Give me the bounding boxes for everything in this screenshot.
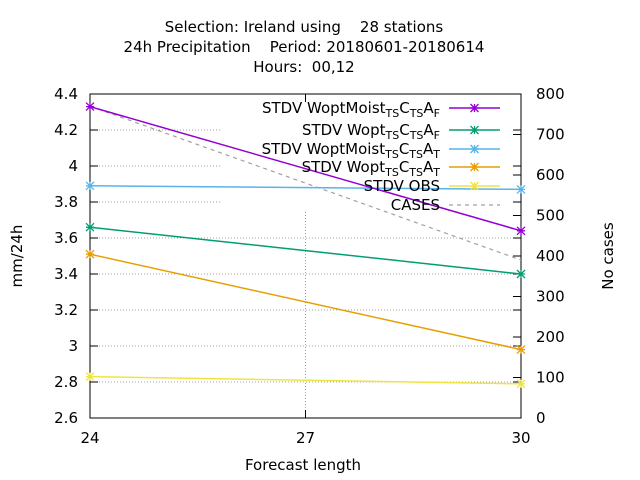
- series-2-point-1: [516, 184, 526, 194]
- y-tick-label: 2.6: [54, 409, 78, 427]
- y-tick-label: 4.4: [54, 85, 78, 103]
- legend-subscript: F: [434, 129, 440, 142]
- x-tick-label: 27: [296, 429, 315, 447]
- series-0-point-0: [85, 102, 95, 112]
- series-line-0: [89, 105, 522, 232]
- legend-label-5: CASES: [391, 196, 440, 214]
- legend-label-0: STDV WoptMoistTSCTSAF: [262, 99, 440, 120]
- series-line-3: [89, 253, 522, 351]
- y-tick-label: 3: [68, 337, 78, 355]
- chart-title: Selection: Ireland using 28 stations 24h…: [124, 18, 485, 76]
- y2-tick-label: 400: [536, 247, 565, 265]
- legend-subscript: T: [432, 166, 440, 179]
- series-3-point-0: [85, 249, 95, 259]
- legend-marker-1: [470, 125, 479, 135]
- legend-label-3: STDV WoptTSCTSAT: [302, 158, 441, 179]
- series-0-point-1: [516, 226, 526, 236]
- legend-subscript: TS: [408, 148, 423, 161]
- legend-marker-2: [470, 144, 479, 154]
- y-axis-label: mm/24h: [8, 225, 26, 288]
- title-line-1: Selection: Ireland using 28 stations: [165, 18, 444, 36]
- legend-name: CASES: [391, 196, 440, 214]
- legend-name: STDV WoptMoist: [262, 99, 386, 117]
- grid: [90, 129, 521, 418]
- y-tick-label: 3.6: [54, 229, 78, 247]
- title-line-2: 24h Precipitation Period: 20180601-20180…: [124, 38, 485, 56]
- legend-name: STDV Wopt: [302, 121, 386, 139]
- series-line-1: [89, 226, 522, 275]
- legend-label-4: STDV OBS: [364, 177, 440, 195]
- y2-tick-label: 0: [536, 409, 546, 427]
- y2-axis-label: No cases: [599, 222, 617, 290]
- legend-subscript: TS: [408, 166, 423, 179]
- legend-subscript: T: [432, 148, 440, 161]
- axes: 2.6 2.8 3 3.2 3.4 3.6 3.8 4 4.2 4.4 0 100 200 300 400 5…: [54, 85, 565, 447]
- y2-tick-label: 200: [536, 328, 565, 346]
- legend-subscript: TS: [409, 107, 424, 120]
- y2-tick-label: 700: [536, 126, 565, 144]
- legend-label-2: STDV WoptMoistTSCTSAT: [262, 140, 441, 161]
- legend-subscript: F: [434, 107, 440, 120]
- y2-tick-label: 800: [536, 85, 565, 103]
- y2-tick-label: 100: [536, 369, 565, 387]
- y2-tick-label: 500: [536, 207, 565, 225]
- legend-name: STDV WoptMoist: [262, 140, 386, 158]
- legend-subscript: TS: [385, 129, 400, 142]
- title-line-3: Hours: 00,12: [253, 58, 354, 76]
- legend-label-1: STDV WoptTSCTSAF: [302, 121, 440, 142]
- legend-name: STDV Wopt: [302, 158, 386, 176]
- x-tick-label: 24: [80, 429, 99, 447]
- series-3-point-1: [516, 345, 526, 355]
- y-tick-label: 4.2: [54, 121, 78, 139]
- series-4-point-0: [85, 372, 95, 382]
- legend-subscript: TS: [409, 129, 424, 142]
- x-tick-label: 30: [511, 429, 530, 447]
- y-tick-label: 3.2: [54, 301, 78, 319]
- y-tick-label: 4: [68, 157, 78, 175]
- y2-tick-label: 600: [536, 166, 565, 184]
- legend-marker-3: [470, 162, 479, 172]
- series-line-2: [89, 185, 522, 191]
- series-layer: [85, 102, 526, 389]
- series-4-point-1: [516, 379, 526, 389]
- series-1-point-1: [516, 269, 526, 279]
- y-tick-label: 3.4: [54, 265, 78, 283]
- x-axis-label: Forecast length: [245, 456, 361, 474]
- series-2-point-0: [85, 181, 95, 191]
- y-tick-label: 2.8: [54, 373, 78, 391]
- legend-marker-4: [470, 181, 479, 191]
- series-1-point-0: [85, 222, 95, 232]
- legend-subscript: TS: [384, 166, 399, 179]
- legend-marker-0: [470, 103, 479, 113]
- legend-subscript: TS: [385, 107, 400, 120]
- legend-subscript: TS: [384, 148, 399, 161]
- series-line-4: [89, 375, 522, 385]
- legend-name: STDV OBS: [364, 177, 440, 195]
- y2-tick-label: 300: [536, 288, 565, 306]
- y-tick-label: 3.8: [54, 193, 78, 211]
